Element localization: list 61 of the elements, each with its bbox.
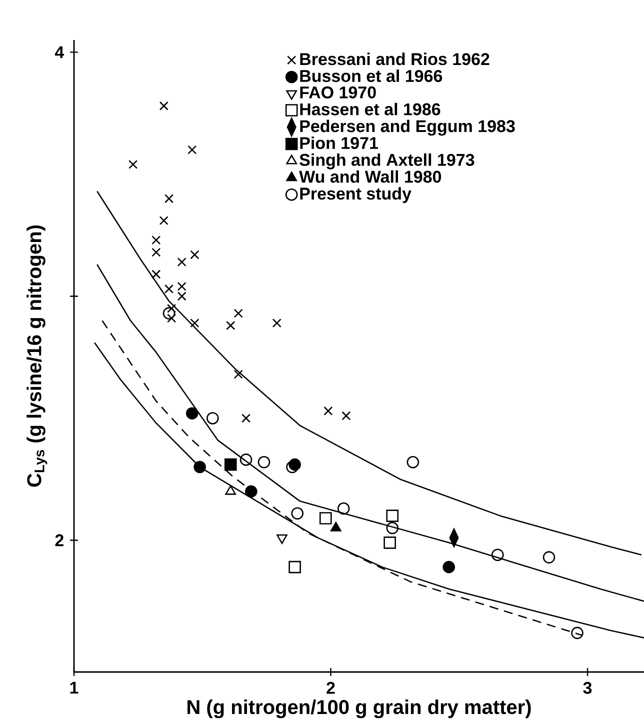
point: [152, 248, 161, 257]
legend-label: Bressani and Rios 1962: [300, 52, 490, 66]
point: [542, 551, 556, 564]
x-tick-label: 1: [70, 682, 78, 694]
point: [319, 512, 332, 524]
point: [234, 308, 243, 318]
point: [162, 307, 176, 320]
point: [324, 406, 333, 416]
point: [152, 270, 161, 279]
point: [386, 510, 399, 522]
point: [276, 534, 288, 544]
line-series: [96, 264, 644, 602]
point: [177, 258, 186, 267]
point: [177, 282, 186, 291]
y-axis-title: C$_{Lys}$ (g lysine/16 g nitrogen): [26, 225, 48, 487]
point: [241, 414, 251, 423]
x-axis-title: N (g nitrogen/100 g grain dry matter): [188, 699, 531, 718]
point: [186, 407, 198, 420]
point: [291, 507, 304, 520]
point: [159, 101, 168, 110]
legend-label: Singh and Axtell 1973: [300, 153, 474, 170]
point: [128, 160, 138, 169]
point: [272, 318, 282, 328]
x-tick-label: 2: [326, 682, 335, 694]
point: [288, 560, 301, 574]
legend-label: Pion 1971: [300, 136, 378, 150]
point: [234, 370, 243, 379]
point: [190, 318, 200, 328]
point: [337, 502, 350, 515]
point: [190, 250, 200, 260]
point: [225, 485, 236, 495]
point: [159, 216, 168, 226]
point: [286, 460, 298, 474]
point: [240, 454, 252, 466]
point: [406, 456, 420, 468]
legend-label: Pedersen and Eggum 1983: [300, 120, 515, 136]
point: [442, 560, 456, 574]
y-tick-label: 4: [54, 46, 64, 58]
point: [188, 145, 197, 154]
legend-label: Hassen et al 1986: [300, 102, 440, 116]
point: [206, 412, 219, 424]
legend-label: FAO 1970: [300, 86, 376, 98]
point: [258, 456, 270, 468]
x-tick-label: 3: [583, 682, 592, 694]
point: [164, 284, 174, 294]
point: [152, 236, 161, 245]
point: [167, 314, 176, 323]
point: [571, 626, 584, 640]
point: [386, 522, 399, 534]
point: [226, 320, 236, 330]
legend-label: Wu and Wall 1980: [299, 170, 442, 183]
point: [224, 458, 237, 471]
point: [177, 292, 186, 301]
legend-label: Busson et al 1966: [300, 70, 442, 82]
point: [491, 548, 504, 562]
legend-label: Present study: [300, 187, 412, 204]
point: [164, 194, 174, 204]
point: [194, 460, 206, 474]
point: [245, 485, 258, 498]
point: [384, 536, 396, 549]
point: [342, 411, 351, 420]
